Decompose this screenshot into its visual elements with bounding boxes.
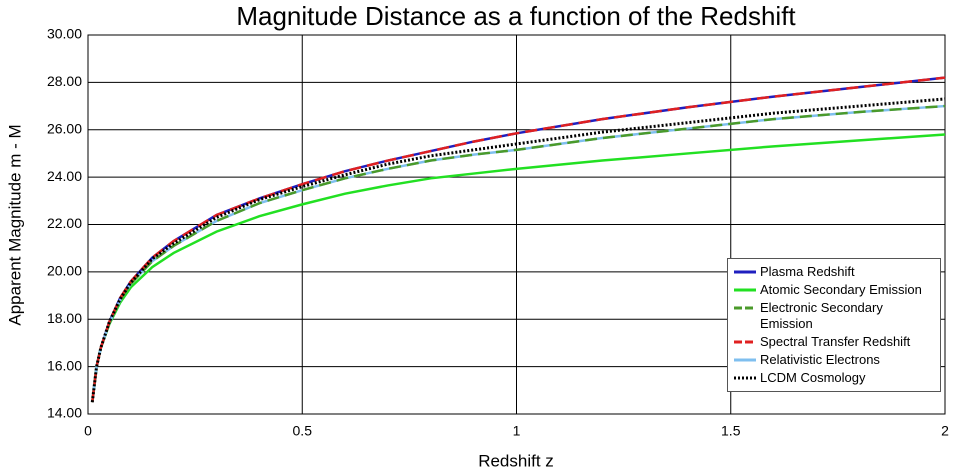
legend-label: Plasma Redshift — [760, 264, 855, 279]
legend-label: Electronic Secondary Emission — [760, 300, 883, 331]
x-tick-label: 1 — [513, 423, 521, 439]
legend-swatch — [734, 270, 756, 274]
y-axis-title: Apparent Magnitude m - M — [5, 124, 24, 325]
y-tick-label: 18.00 — [47, 310, 82, 326]
plot-frame — [87, 34, 946, 415]
series-line — [91, 104, 946, 403]
legend-item: Plasma Redshift — [728, 263, 940, 281]
x-tick-label: 0 — [84, 423, 92, 439]
x-tick-label: 0.5 — [293, 423, 313, 439]
legend-swatch — [734, 358, 756, 362]
y-tick-label: 28.00 — [47, 73, 82, 89]
legend-swatch — [734, 288, 756, 292]
legend-item: Relativistic Electrons — [728, 351, 940, 369]
x-tick-label: 1.5 — [721, 423, 741, 439]
series-line — [90, 97, 946, 403]
y-tick-label: 26.00 — [47, 120, 82, 136]
x-axis-title: Redshift z — [478, 451, 554, 470]
y-tick-label: 20.00 — [47, 263, 82, 279]
legend-swatch — [734, 376, 756, 380]
chart-title: Magnitude Distance as a function of the … — [236, 1, 796, 31]
legend-label: Atomic Secondary Emission — [760, 282, 922, 297]
y-tick-label: 22.00 — [47, 215, 82, 231]
legend-swatch — [734, 340, 756, 344]
y-tick-label: 24.00 — [47, 168, 82, 184]
legend-item: Atomic Secondary Emission — [728, 281, 940, 299]
series-line — [91, 76, 946, 403]
y-tick-label: 30.00 — [47, 26, 82, 42]
legend: Plasma Redshift Atomic Secondary Emission… — [727, 258, 941, 392]
legend-item: Spectral Transfer Redshift — [728, 333, 940, 351]
legend-label: Relativistic Electrons — [760, 352, 880, 367]
legend-item: Electronic Secondary Emission — [728, 299, 940, 333]
legend-label: LCDM Cosmology — [760, 370, 866, 385]
legend-label: Spectral Transfer Redshift — [760, 334, 911, 349]
legend-swatch — [734, 306, 756, 310]
x-tick-label: 2 — [941, 423, 949, 439]
legend-item: LCDM Cosmology — [728, 369, 940, 387]
y-tick-label: 14.00 — [47, 405, 82, 421]
y-tick-label: 16.00 — [47, 357, 82, 373]
